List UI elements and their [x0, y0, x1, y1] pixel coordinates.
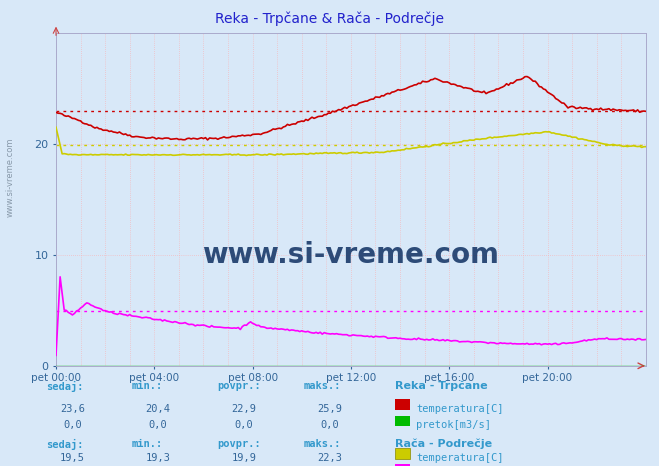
- Text: www.si-vreme.com: www.si-vreme.com: [5, 137, 14, 217]
- Text: pretok[m3/s]: pretok[m3/s]: [416, 420, 492, 430]
- Text: 22,9: 22,9: [231, 404, 256, 414]
- Text: 19,3: 19,3: [146, 453, 171, 463]
- Text: 0,0: 0,0: [63, 420, 82, 430]
- Text: sedaj:: sedaj:: [46, 381, 84, 392]
- Text: temperatura[C]: temperatura[C]: [416, 453, 504, 463]
- Text: Reka - Trpčane: Reka - Trpčane: [395, 381, 488, 391]
- Text: povpr.:: povpr.:: [217, 381, 261, 391]
- Text: 22,3: 22,3: [317, 453, 342, 463]
- Text: 19,9: 19,9: [231, 453, 256, 463]
- Text: Rača - Podrečje: Rača - Podrečje: [395, 439, 492, 450]
- Text: www.si-vreme.com: www.si-vreme.com: [202, 241, 500, 269]
- Text: sedaj:: sedaj:: [46, 439, 84, 450]
- Text: min.:: min.:: [132, 439, 163, 449]
- Text: temperatura[C]: temperatura[C]: [416, 404, 504, 414]
- Text: Reka - Trpčane & Rača - Podrečje: Reka - Trpčane & Rača - Podrečje: [215, 12, 444, 26]
- Text: min.:: min.:: [132, 381, 163, 391]
- Text: 25,9: 25,9: [317, 404, 342, 414]
- Text: 23,6: 23,6: [60, 404, 85, 414]
- Text: povpr.:: povpr.:: [217, 439, 261, 449]
- Text: maks.:: maks.:: [303, 439, 341, 449]
- Text: maks.:: maks.:: [303, 381, 341, 391]
- Text: 20,4: 20,4: [146, 404, 171, 414]
- Text: 0,0: 0,0: [149, 420, 167, 430]
- Text: 0,0: 0,0: [320, 420, 339, 430]
- Text: 19,5: 19,5: [60, 453, 85, 463]
- Text: 0,0: 0,0: [235, 420, 253, 430]
